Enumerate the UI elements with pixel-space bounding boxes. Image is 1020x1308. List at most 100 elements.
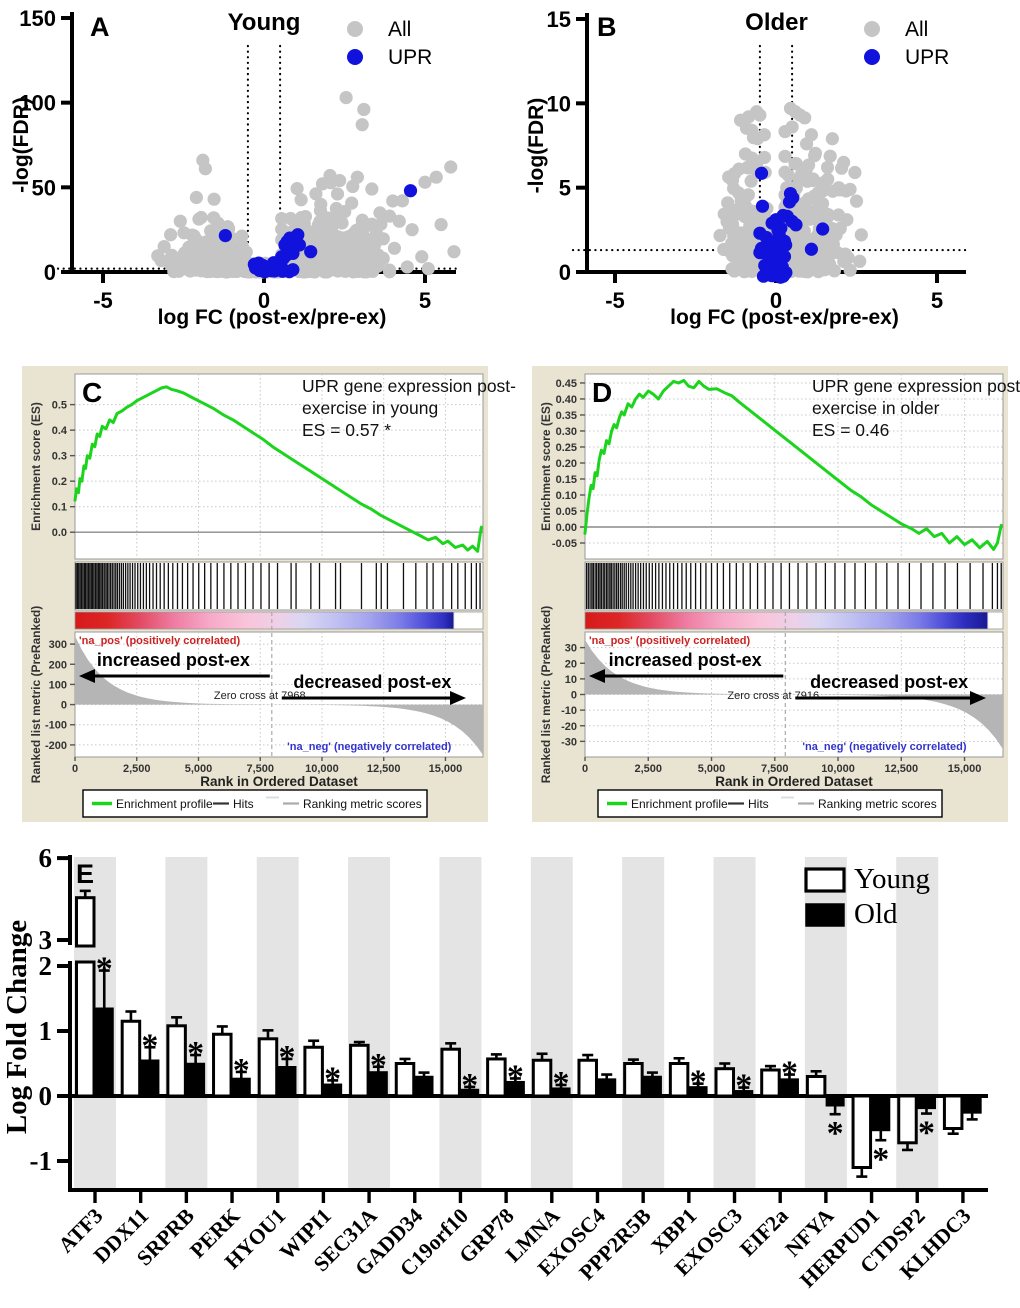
es-tick-label: 0.25 xyxy=(556,442,577,454)
panel-title: Older xyxy=(745,9,808,36)
sig-asterisk: * xyxy=(827,1115,844,1152)
y-tick-label: -1 xyxy=(30,1146,53,1176)
point xyxy=(400,260,414,274)
annotation-line: exercise in young xyxy=(302,398,438,418)
metric-tick-label: -20 xyxy=(561,721,577,733)
point xyxy=(744,174,758,188)
x-tick-label: 15,000 xyxy=(429,763,463,775)
point xyxy=(368,256,382,270)
direction-arrows: increased post-ex decreased post-ex xyxy=(79,650,466,705)
point xyxy=(434,217,448,232)
upr-genes-points xyxy=(218,184,418,279)
bar-young xyxy=(394,1062,416,1098)
legend-upr-dot xyxy=(864,49,880,65)
gene-stripe xyxy=(530,857,573,1190)
point xyxy=(198,162,212,176)
point xyxy=(754,166,769,180)
legend-old-label: Old xyxy=(854,898,898,930)
legend-enrichment-label: Enrichment profile xyxy=(116,797,213,811)
bar-old xyxy=(962,1095,982,1114)
y-tick-label: 50 xyxy=(32,175,56,200)
bar-young-upper xyxy=(75,896,96,948)
point xyxy=(275,211,289,226)
bar-young xyxy=(349,1043,370,1098)
bar-young xyxy=(531,1058,553,1098)
point xyxy=(804,242,819,256)
metric-tick-label: -200 xyxy=(45,740,67,752)
x-tick-label: 0 xyxy=(258,288,270,313)
point xyxy=(832,181,846,195)
legend-young-swatch xyxy=(804,867,846,893)
increased-arrow-head xyxy=(589,669,605,683)
bar-old xyxy=(140,1059,160,1097)
point xyxy=(843,182,857,196)
point xyxy=(333,173,347,188)
point xyxy=(280,234,294,249)
point xyxy=(294,193,308,207)
point xyxy=(806,172,820,186)
point xyxy=(788,157,802,171)
x-tick-label: 7,500 xyxy=(246,763,274,775)
x-tick-label: 15,000 xyxy=(948,763,982,775)
annotation-line: exercise in older xyxy=(812,398,940,418)
x-tick-label: 2,500 xyxy=(123,763,151,775)
point xyxy=(447,245,461,259)
point xyxy=(357,220,371,235)
point xyxy=(738,147,753,161)
es-tick-label: -0.05 xyxy=(552,538,577,550)
point xyxy=(418,175,432,189)
point xyxy=(345,235,360,249)
bar-young xyxy=(805,1075,827,1098)
point xyxy=(218,228,232,243)
bar-group-ATF3: *ATF3 xyxy=(54,889,114,1257)
panel-letter: B xyxy=(597,12,617,42)
legend-all-label: All xyxy=(388,18,411,41)
bar-old xyxy=(871,1095,891,1132)
sig-asterisk: * xyxy=(278,1039,295,1076)
bar-young xyxy=(942,1094,964,1130)
point xyxy=(444,160,458,174)
x-axis-title: Rank in Ordered Dataset xyxy=(200,774,358,789)
metric-tick-label: 10 xyxy=(565,674,577,686)
na-pos-label: 'na_pos' (positively correlated) xyxy=(589,635,750,647)
es-plot-area xyxy=(584,373,1004,560)
sig-asterisk: * xyxy=(370,1047,387,1084)
ranking-metric-silhouette xyxy=(585,639,1003,750)
gene-stripe xyxy=(713,857,756,1190)
point xyxy=(267,256,281,270)
point xyxy=(205,248,220,262)
metric-tick-label: 100 xyxy=(49,679,67,691)
point xyxy=(778,149,792,163)
sig-asterisk: * xyxy=(324,1060,341,1097)
point xyxy=(348,263,363,278)
point xyxy=(741,188,755,202)
x-tick-label: 5 xyxy=(931,288,943,313)
bar-young xyxy=(303,1045,324,1098)
es-axis-title: Enrichment score (ES) xyxy=(539,402,553,531)
panel-letter: E xyxy=(76,859,94,889)
point xyxy=(173,214,187,228)
point xyxy=(713,228,727,243)
point xyxy=(799,137,814,151)
decreased-post-ex-label: decreased post-ex xyxy=(293,672,451,692)
point xyxy=(808,149,822,163)
point xyxy=(766,235,781,250)
bar-young xyxy=(577,1058,598,1098)
point xyxy=(330,187,345,201)
point xyxy=(356,245,370,259)
point xyxy=(830,245,844,260)
es-tick-label: 0.10 xyxy=(556,490,577,502)
legend: All UPR xyxy=(347,18,432,69)
panel-c-gsea: 0.5 0.4 0.3 0.2 0.1 0.0 300 200 100 0 -100 -200 'na_… xyxy=(22,366,516,822)
point xyxy=(741,242,755,256)
es-tick-label: 0.20 xyxy=(556,458,577,470)
point xyxy=(357,102,371,117)
x-tick-label: 5,000 xyxy=(698,763,726,775)
y-tick-label: 15 xyxy=(547,7,571,32)
na-pos-label: 'na_pos' (positively correlated) xyxy=(79,635,240,647)
metric-tick-label: 0 xyxy=(61,700,67,712)
x-tick-label: 0 xyxy=(72,763,78,775)
point xyxy=(732,162,746,176)
point xyxy=(182,240,196,254)
